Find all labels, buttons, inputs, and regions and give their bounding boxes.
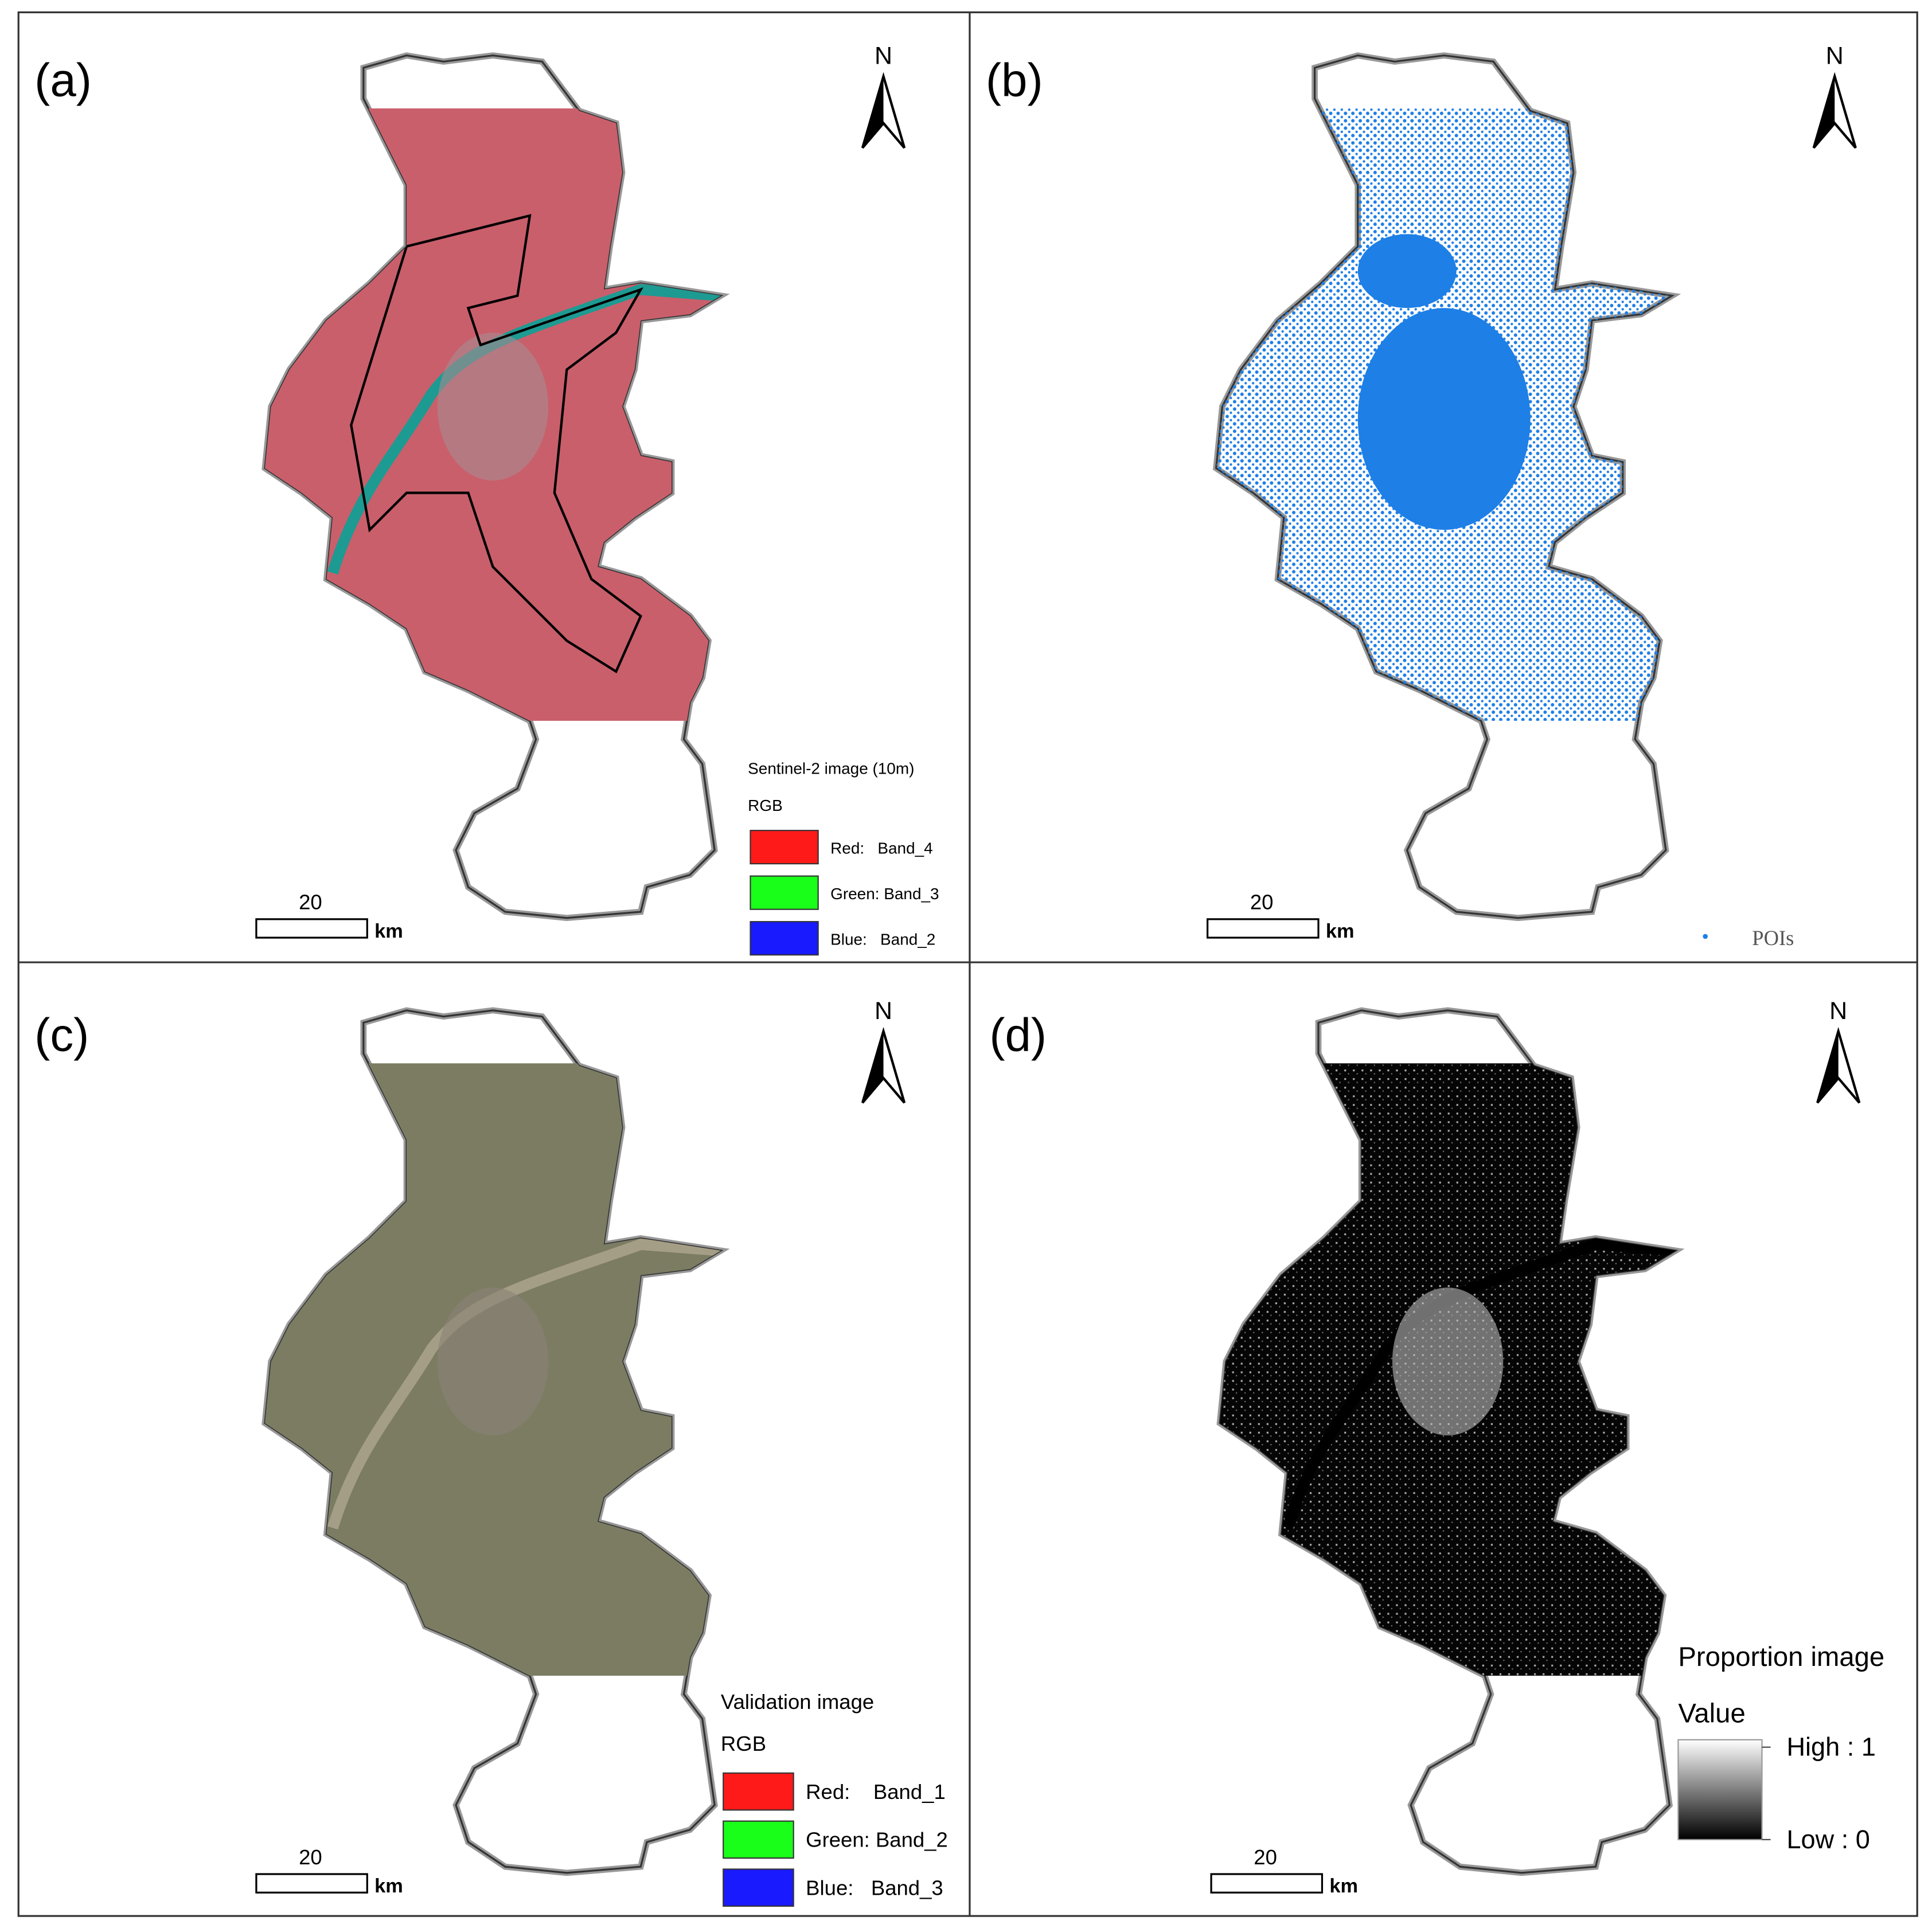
scale-value: 20 — [299, 891, 322, 914]
panel-label: (c) — [34, 1009, 89, 1061]
urban-core — [437, 333, 549, 481]
poi-cluster — [1357, 234, 1457, 309]
scale-unit: km — [374, 1875, 403, 1897]
scale-unit: km — [1326, 920, 1355, 942]
legend-swatch — [723, 1868, 794, 1907]
legend-title: Proportion image — [1678, 1642, 1884, 1672]
legend-subtitle: Value — [1678, 1699, 1745, 1729]
scale-unit: km — [1329, 1875, 1358, 1897]
panel-label: (a) — [34, 54, 92, 107]
map-image — [1220, 1063, 1676, 1676]
river — [1282, 1239, 1676, 1530]
legend-subtitle: RGB — [748, 797, 783, 814]
north-label: N — [1829, 997, 1847, 1025]
legend-label: Red: Band_4 — [830, 840, 933, 857]
panel-label: (b) — [986, 54, 1043, 107]
legend-label: Blue: Band_3 — [806, 1876, 943, 1900]
legend-title: Sentinel-2 image (10m) — [748, 759, 914, 777]
urban-core — [1392, 1287, 1504, 1436]
scale-bar — [1207, 918, 1320, 939]
north-label: N — [875, 42, 892, 70]
legend-label: POIs — [1752, 926, 1794, 950]
legend-label: Green: Band_3 — [830, 885, 939, 903]
urban-core — [437, 1287, 549, 1436]
panel: (a) N 20 km Sentinel-2 image (10m) RGB Red: Ba… — [34, 42, 939, 956]
legend-subtitle: RGB — [721, 1732, 766, 1755]
scale-bar — [1210, 1873, 1324, 1894]
panel: (d) N 20 km Proportion image Value High : 1 Low… — [989, 997, 1884, 1897]
scale-value: 20 — [1254, 1845, 1277, 1869]
map-image — [264, 108, 721, 721]
north-arrow-half — [1813, 76, 1835, 148]
panel: (b) N 20 km POIs — [986, 42, 1857, 950]
river — [327, 1239, 721, 1530]
scale-value: 20 — [1250, 891, 1274, 914]
scale-unit: km — [374, 920, 403, 942]
legend-swatch — [750, 921, 819, 956]
legend-swatch — [723, 1820, 794, 1859]
map-image — [264, 1063, 721, 1676]
north-label: N — [1826, 42, 1844, 70]
map-image — [1216, 108, 1672, 721]
legend-high: High : 1 — [1786, 1732, 1875, 1762]
north-arrow-half — [862, 1031, 884, 1103]
legend-title: Validation image — [721, 1690, 874, 1714]
scale-bar — [255, 918, 368, 939]
scale-value: 20 — [299, 1845, 322, 1869]
legend-label: Red: Band_1 — [806, 1780, 946, 1804]
north-arrow-half — [1817, 1031, 1839, 1103]
legend-swatch — [750, 875, 819, 910]
poi-cluster — [1357, 308, 1531, 530]
panel-label: (d) — [989, 1009, 1047, 1061]
legend-label: Blue: Band_2 — [830, 931, 935, 949]
legend-swatch — [723, 1772, 794, 1811]
legend-dot — [1703, 934, 1708, 939]
legend-low: Low : 0 — [1786, 1825, 1869, 1854]
scale-bar — [255, 1873, 368, 1894]
legend-swatch — [750, 830, 819, 865]
legend-ramp — [1677, 1739, 1763, 1840]
urban-boundary — [350, 214, 643, 674]
legend-label: Green: Band_2 — [806, 1828, 948, 1852]
north-label: N — [875, 997, 892, 1025]
panel: (c) N 20 km Validation image RGB Red: Band_1 Gr… — [34, 997, 948, 1907]
frame — [17, 11, 1918, 1917]
